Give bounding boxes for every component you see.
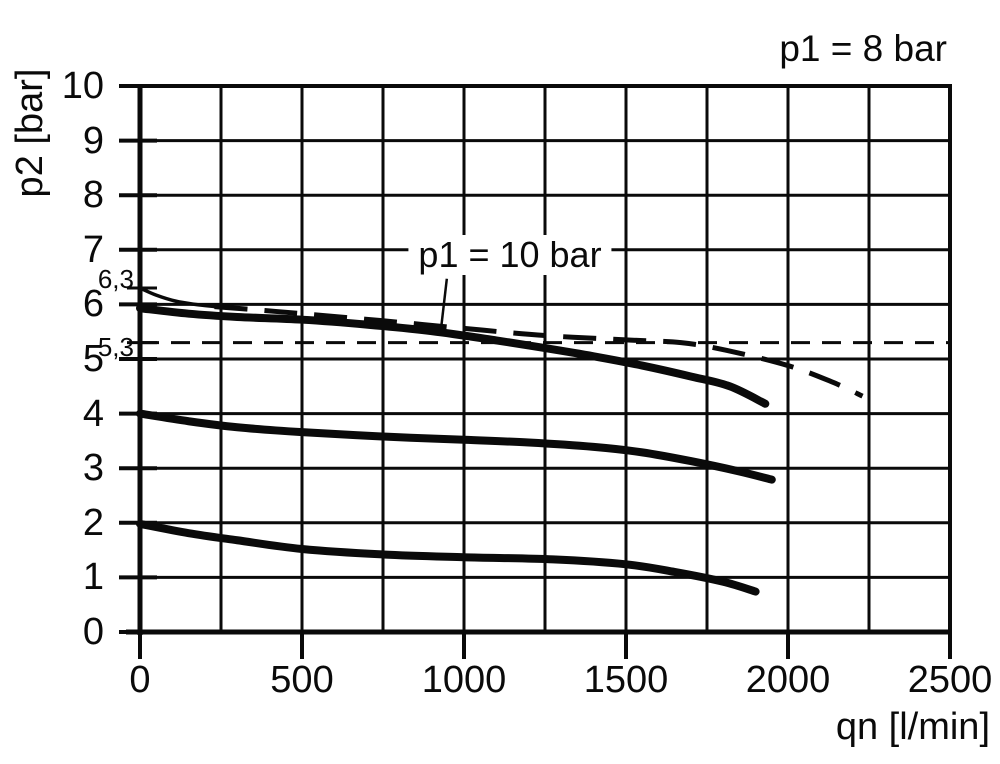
y-tick-label: 8	[82, 174, 104, 217]
annotation-p1-10bar-label: p1 = 10 bar	[408, 235, 612, 276]
y-tick-label: 10	[61, 65, 104, 107]
y-extra-tick-label: 5,3	[97, 331, 134, 362]
x-tick-label: 500	[270, 659, 334, 701]
y-axis-label: p2 [bar]	[9, 68, 51, 198]
annotation-leader-line	[440, 278, 449, 327]
y-tick-label: 4	[82, 392, 104, 435]
y-tick-label: 3	[82, 447, 104, 490]
curve-setting-2bar	[136, 519, 760, 596]
x-tick-label: 1000	[421, 659, 507, 701]
x-axis-label: qn [l/min]	[835, 706, 990, 748]
chart-title: p1 = 8 bar	[779, 28, 947, 69]
curve-setting-4bar	[136, 409, 776, 484]
curve-p1-10bar-start	[138, 286, 217, 309]
y-tick-label: 9	[82, 119, 104, 162]
y-extra-tick-label: 6,3	[97, 264, 134, 295]
curve-p1-10bar	[214, 304, 864, 399]
x-tick-label: 2500	[907, 659, 993, 701]
x-tick-label: 2000	[745, 659, 831, 701]
x-tick-label: 0	[129, 659, 151, 701]
x-tick-label: 1500	[583, 659, 669, 701]
y-tick-label: 0	[82, 611, 104, 653]
y-tick-label: 7	[82, 228, 104, 271]
y-tick-label: 5	[82, 338, 104, 380]
y-tick-label: 6	[82, 283, 104, 326]
y-tick-label: 2	[82, 501, 104, 544]
y-tick-label: 1	[82, 556, 104, 599]
curve-setting-6bar	[136, 304, 770, 408]
